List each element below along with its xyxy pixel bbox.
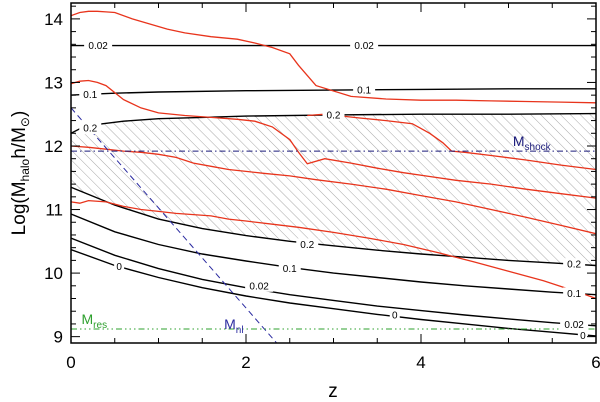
contour-line-5 [71,237,596,327]
y-ticks [71,5,596,338]
contour-label-bg-0-1 [350,39,379,52]
y-tick-label-3: 12 [44,137,63,156]
contour-label-3-1: 0.2 [567,260,581,271]
contour-label-4-0: 0.1 [283,264,297,275]
contour-label-0-0: 0.02 [88,41,108,52]
halo-track-1 [71,79,596,199]
x-ticks [70,3,597,343]
halo-track-4 [71,199,596,300]
contour-label-bg-2-1 [322,108,345,121]
contour-line-3 [71,186,596,267]
contour-labels: 0.02 0.02 0.1 0.1 0.2 0.2 0.2 0.2 0.1 0.1 0.02 0.02… [79,39,589,342]
contour-label-bg-3-0 [296,238,319,251]
hatched-band [71,113,596,266]
x-axis-title: z [328,381,338,402]
contour-label-bg-5-0 [245,279,274,292]
y-tick-label-2: 11 [45,201,63,220]
contour-line-6 [71,248,596,337]
y-tick-label-1: 10 [44,264,63,283]
contour-label-1-1: 0.1 [357,86,371,97]
x-tick-label-1: 2 [241,353,250,372]
x-tick-label-0: 0 [66,353,75,372]
m-shock-label: Mshock [513,133,552,153]
contour-label-6-2: 0 [580,331,586,342]
halo-track-0 [71,10,596,104]
x-tick-labels: 0 2 4 6 [66,353,600,372]
contour-label-2-1: 0.2 [327,110,341,121]
y-tick-label-5: 14 [44,10,63,29]
plot-area: 0.02 0.02 0.1 0.1 0.2 0.2 0.2 0.2 0.1 0.1 0.02 0.02… [71,10,596,343]
y-tick-label-4: 13 [44,73,63,92]
contour-label-bg-0-0 [84,39,113,52]
contour-label-bg-4-1 [563,287,586,300]
halo-track-3 [71,145,596,235]
contour-label-bg-6-0 [114,260,125,273]
contour-label-1-0: 0.1 [83,90,97,101]
x-tick-label-3: 6 [591,353,600,372]
contour-label-6-1: 0 [392,311,398,322]
m-res-label: Mres [82,311,108,331]
contour-label-bg-1-0 [79,88,102,101]
y-tick-label-0: 9 [54,328,63,347]
halo-track-2 [307,113,596,171]
contour-label-5-0: 0.02 [249,281,269,292]
annotations: Mshock Mnl Mres [82,133,552,336]
contour-label-bg-6-1 [389,309,400,322]
contour-label-bg-1-1 [353,84,376,97]
contour-label-bg-3-1 [563,258,586,271]
m-nl-label: Mnl [224,316,243,336]
contour-label-4-1: 0.1 [567,289,581,300]
contour-label-bg-2-0 [79,122,102,135]
y-axis-title: Log(Mhaloh/M⊙) [9,111,32,236]
contour-label-3-0: 0.2 [300,240,314,251]
contour-label-5-1: 0.02 [564,320,584,331]
contour-line-1 [71,88,596,96]
red-tracks [71,10,596,300]
contour-label-2-0: 0.2 [83,124,97,135]
contour-label-6-0: 0 [116,262,122,273]
contour-label-bg-5-1 [560,318,589,331]
x-tick-label-2: 4 [416,353,425,372]
y-tick-labels: 9 10 11 12 13 14 [44,10,63,347]
contour-label-0-1: 0.02 [354,41,374,52]
contour-label-bg-4-0 [278,262,301,275]
m-nl-line [71,107,278,343]
contour-line-4 [71,213,596,296]
contour-label-bg-6-2 [577,329,588,342]
